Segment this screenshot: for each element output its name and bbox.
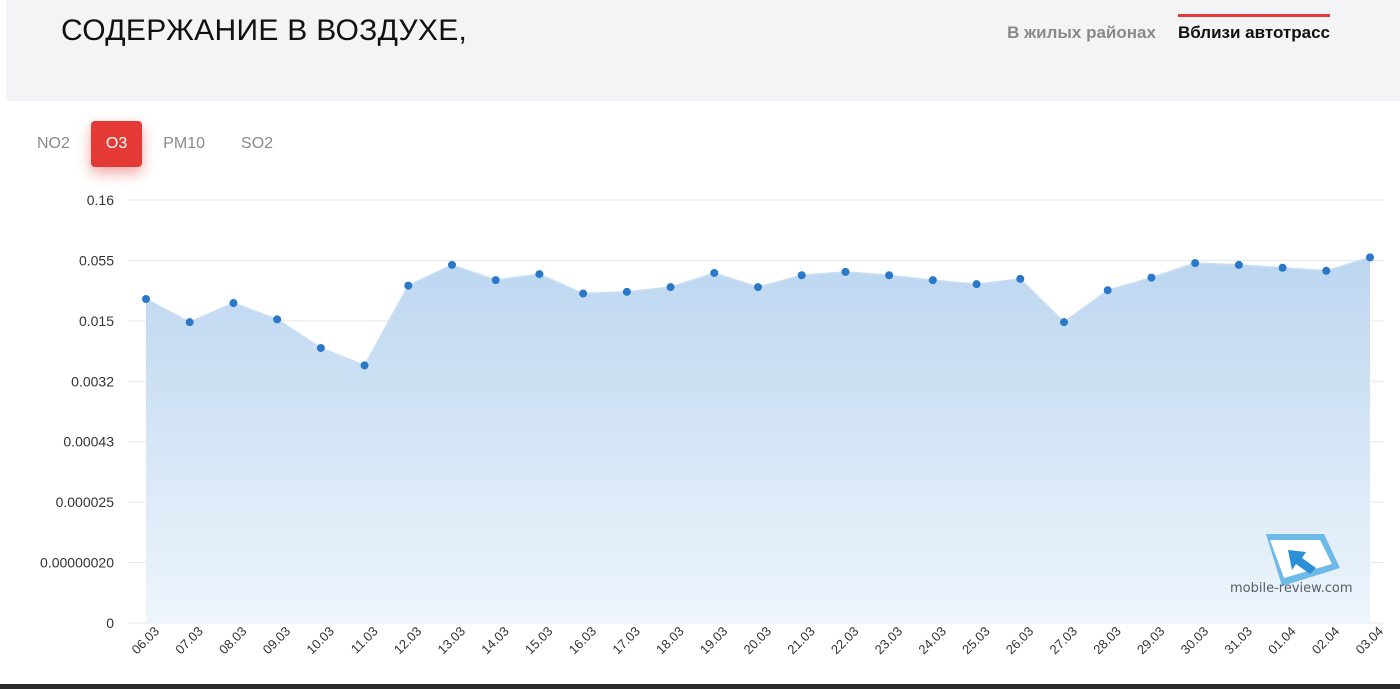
y-axis-ticks: 0.16 0.055 0.015 0.0032 0.00043 0.000025 0.000… (40, 192, 114, 631)
x-tick-label: 08.03 (216, 624, 250, 658)
tab-pm10[interactable]: PM10 (163, 135, 206, 152)
mobile-review-logo-icon (1266, 534, 1340, 586)
x-tick-label: 14.03 (478, 624, 512, 658)
data-point-01.04[interactable] (1278, 263, 1287, 272)
header-panel: СОДЕРЖАНИЕ В ВОЗДУХЕ, (6, 0, 1400, 101)
data-point-16.03[interactable] (579, 289, 588, 298)
x-tick-label: 25.03 (959, 624, 993, 658)
x-tick-label: 26.03 (1003, 624, 1037, 658)
data-point-22.03[interactable] (841, 267, 850, 276)
data-point-21.03[interactable] (797, 271, 806, 280)
x-tick-label: 18.03 (653, 624, 687, 658)
y-tick-label: 0.16 (87, 192, 114, 208)
y-tick-label: 0.055 (79, 252, 114, 268)
x-tick-label: 23.03 (872, 624, 906, 658)
x-tick-label: 13.03 (435, 624, 469, 658)
y-tick-label: 0.00043 (63, 434, 114, 450)
series-area (146, 257, 1370, 623)
x-tick-label: 01.04 (1265, 624, 1299, 658)
data-point-09.03[interactable] (273, 315, 282, 324)
x-tick-label: 31.03 (1221, 624, 1255, 658)
data-point-10.03[interactable] (316, 343, 325, 352)
x-tick-label: 30.03 (1178, 624, 1212, 658)
watermark-text: mobile-review.com (1230, 581, 1353, 596)
x-axis-ticks: 06.03 07.03 08.03 09.03 10.03 11.03 12.03 13.03… (129, 624, 1387, 658)
x-tick-label: 28.03 (1090, 624, 1124, 658)
x-tick-label: 20.03 (741, 624, 775, 658)
data-point-12.03[interactable] (404, 281, 413, 290)
y-tick-label: 0 (106, 615, 114, 631)
data-point-13.03[interactable] (448, 260, 456, 269)
data-point-20.03[interactable] (754, 283, 762, 292)
data-point-06.03[interactable] (142, 294, 150, 303)
data-point-30.03[interactable] (1191, 259, 1200, 268)
y-tick-label: 0.00000020 (40, 555, 114, 571)
data-point-27.03[interactable] (1060, 318, 1068, 327)
data-point-14.03[interactable] (491, 276, 500, 285)
data-point-26.03[interactable] (1016, 274, 1025, 283)
x-tick-label: 10.03 (303, 624, 337, 658)
pollutant-tabs: NO2 O3 PM10 SO2 (22, 121, 294, 167)
data-point-28.03[interactable] (1103, 286, 1112, 295)
x-tick-label: 27.03 (1047, 624, 1081, 658)
data-point-07.03[interactable] (185, 318, 194, 327)
tab-o3[interactable]: O3 (90, 121, 143, 167)
x-tick-label: 21.03 (784, 624, 818, 658)
x-tick-label: 24.03 (915, 624, 949, 658)
data-point-19.03[interactable] (710, 268, 719, 277)
y-tick-label: 0.0032 (71, 373, 114, 389)
bottom-edge-bar (0, 684, 1400, 689)
data-point-31.03[interactable] (1234, 260, 1243, 269)
tab-no2[interactable]: NO2 (37, 135, 70, 152)
x-tick-label: 11.03 (348, 624, 381, 657)
x-tick-label: 07.03 (172, 624, 206, 658)
region-tabs: В жилых районах Вблизи автотрасс (985, 14, 1331, 43)
data-point-29.03[interactable] (1147, 273, 1156, 282)
x-tick-label: 06.03 (129, 624, 163, 658)
x-tick-label: 15.03 (522, 624, 556, 658)
data-point-23.03[interactable] (885, 271, 894, 280)
y-tick-label: 0.015 (79, 313, 114, 329)
x-tick-label: 16.03 (566, 624, 600, 658)
x-tick-label: 17.03 (609, 624, 643, 658)
data-point-03.04[interactable] (1366, 253, 1374, 262)
data-point-17.03[interactable] (622, 287, 631, 296)
tab-so2[interactable]: SO2 (241, 135, 274, 152)
data-point-02.04[interactable] (1322, 266, 1331, 275)
data-point-11.03[interactable] (360, 361, 369, 370)
x-tick-label: 19.03 (697, 624, 731, 658)
data-points (142, 253, 1374, 370)
y-tick-label: 0.000025 (56, 494, 115, 510)
data-point-25.03[interactable] (972, 280, 981, 289)
data-point-15.03[interactable] (535, 270, 544, 279)
page-title: СОДЕРЖАНИЕ В ВОЗДУХЕ, (61, 14, 468, 47)
x-tick-label: 12.03 (391, 624, 425, 658)
x-tick-label: 02.04 (1309, 624, 1343, 658)
tab-residential-areas[interactable]: В жилых районах (1007, 23, 1156, 42)
x-tick-label: 29.03 (1134, 624, 1168, 658)
data-point-08.03[interactable] (229, 299, 238, 308)
x-tick-label: 03.04 (1353, 624, 1387, 658)
x-tick-label: 22.03 (828, 624, 862, 658)
data-point-18.03[interactable] (666, 283, 675, 292)
data-point-24.03[interactable] (928, 276, 937, 285)
tab-near-highways[interactable]: Вблизи автотрасс (1177, 14, 1331, 43)
x-tick-label: 09.03 (260, 624, 294, 658)
